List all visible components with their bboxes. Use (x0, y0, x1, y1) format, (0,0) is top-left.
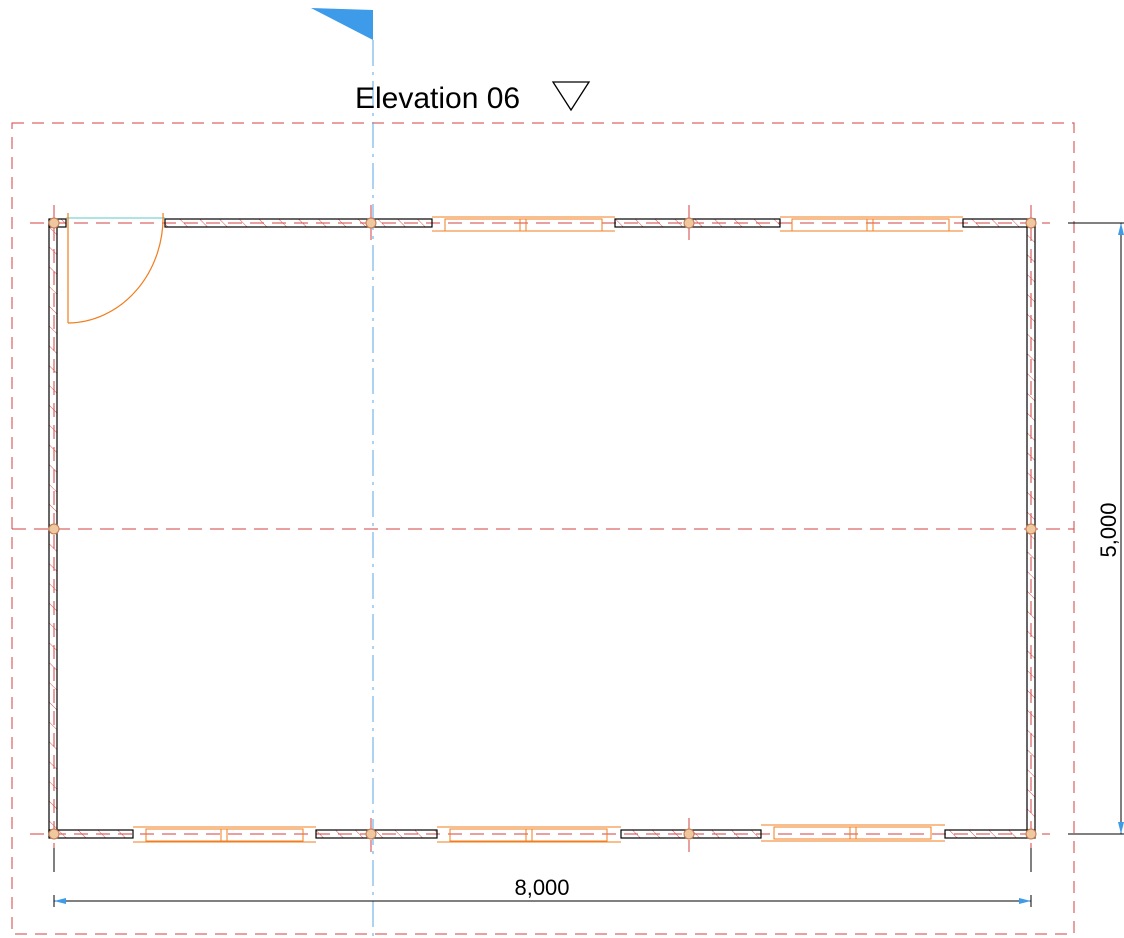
window-bottom-3 (761, 824, 945, 842)
column (1025, 828, 1037, 840)
section-flag (311, 8, 373, 40)
door (66, 212, 165, 324)
columns (48, 217, 1037, 840)
windows-bottom (133, 824, 945, 843)
window-top-2 (780, 216, 963, 232)
column (683, 217, 695, 229)
dimension-arrow-top (1118, 223, 1124, 235)
elevation-marker: Elevation 06 (355, 81, 591, 115)
wall-top-seg-3 (614, 218, 781, 228)
dimension-arrow-right (1019, 898, 1031, 904)
column (48, 523, 60, 535)
wall-top-seg-2 (164, 218, 433, 228)
wall-top-seg-4 (962, 218, 1036, 228)
column (48, 217, 60, 229)
elevation-triangle-icon (551, 81, 591, 112)
grid-lines (12, 205, 1074, 852)
dimension-horizontal: 8,000 (53, 848, 1032, 907)
dimension-vertical-label: 5,000 (1096, 502, 1121, 557)
column (365, 828, 377, 840)
dimension-horizontal-label: 8,000 (514, 875, 569, 900)
dimension-arrow-bottom (1118, 822, 1124, 834)
dimension-arrow-left (54, 898, 66, 904)
windows-top (432, 216, 963, 232)
elevation-label: Elevation 06 (355, 82, 520, 115)
column (683, 828, 695, 840)
window-bottom-2 (437, 826, 621, 843)
wall-bottom-seg-1 (48, 829, 134, 839)
wall-bottom-seg-4 (944, 829, 1036, 839)
column (365, 217, 377, 229)
column (48, 828, 60, 840)
column (1025, 523, 1037, 535)
door-swing-arc (67, 212, 164, 324)
window-bottom-1 (133, 826, 316, 843)
dimension-vertical: 5,000 (1068, 222, 1124, 835)
column (1025, 217, 1037, 229)
window-top-1 (432, 216, 615, 232)
